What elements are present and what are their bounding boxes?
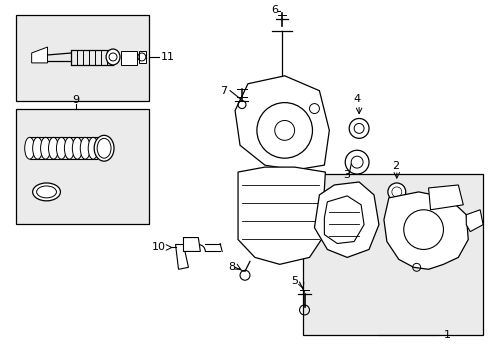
Text: 2: 2 bbox=[391, 161, 398, 171]
Circle shape bbox=[403, 210, 443, 249]
Polygon shape bbox=[314, 182, 378, 257]
Text: 11: 11 bbox=[161, 52, 174, 62]
Ellipse shape bbox=[64, 137, 74, 159]
Text: 5: 5 bbox=[291, 276, 298, 286]
Text: 4: 4 bbox=[352, 94, 360, 104]
Ellipse shape bbox=[41, 137, 50, 159]
Ellipse shape bbox=[88, 137, 98, 159]
Ellipse shape bbox=[56, 137, 66, 159]
Bar bbox=[121, 51, 137, 65]
Ellipse shape bbox=[33, 183, 61, 201]
Ellipse shape bbox=[80, 137, 90, 159]
Ellipse shape bbox=[106, 49, 120, 65]
Polygon shape bbox=[427, 185, 462, 210]
Polygon shape bbox=[175, 244, 188, 269]
Circle shape bbox=[348, 118, 368, 138]
Polygon shape bbox=[183, 238, 200, 251]
Polygon shape bbox=[466, 210, 482, 231]
Circle shape bbox=[387, 183, 405, 201]
Text: 3: 3 bbox=[343, 170, 349, 180]
Bar bbox=[16, 15, 148, 100]
Polygon shape bbox=[238, 167, 325, 264]
Text: 10: 10 bbox=[151, 243, 165, 252]
Polygon shape bbox=[235, 76, 328, 170]
Text: 8: 8 bbox=[228, 262, 235, 272]
Text: 6: 6 bbox=[270, 5, 277, 15]
Bar bbox=[302, 174, 482, 335]
Bar bbox=[16, 109, 148, 224]
Circle shape bbox=[345, 150, 368, 174]
Text: 9: 9 bbox=[72, 95, 80, 105]
Polygon shape bbox=[324, 196, 364, 243]
Ellipse shape bbox=[33, 137, 42, 159]
Ellipse shape bbox=[48, 137, 59, 159]
Ellipse shape bbox=[37, 186, 56, 198]
Ellipse shape bbox=[97, 138, 111, 158]
Ellipse shape bbox=[94, 135, 114, 161]
Polygon shape bbox=[383, 192, 468, 269]
Ellipse shape bbox=[25, 137, 35, 159]
Circle shape bbox=[256, 103, 312, 158]
Ellipse shape bbox=[72, 137, 82, 159]
Polygon shape bbox=[139, 51, 145, 63]
Polygon shape bbox=[32, 47, 47, 63]
Text: 1: 1 bbox=[443, 330, 449, 340]
Text: 7: 7 bbox=[220, 86, 227, 96]
